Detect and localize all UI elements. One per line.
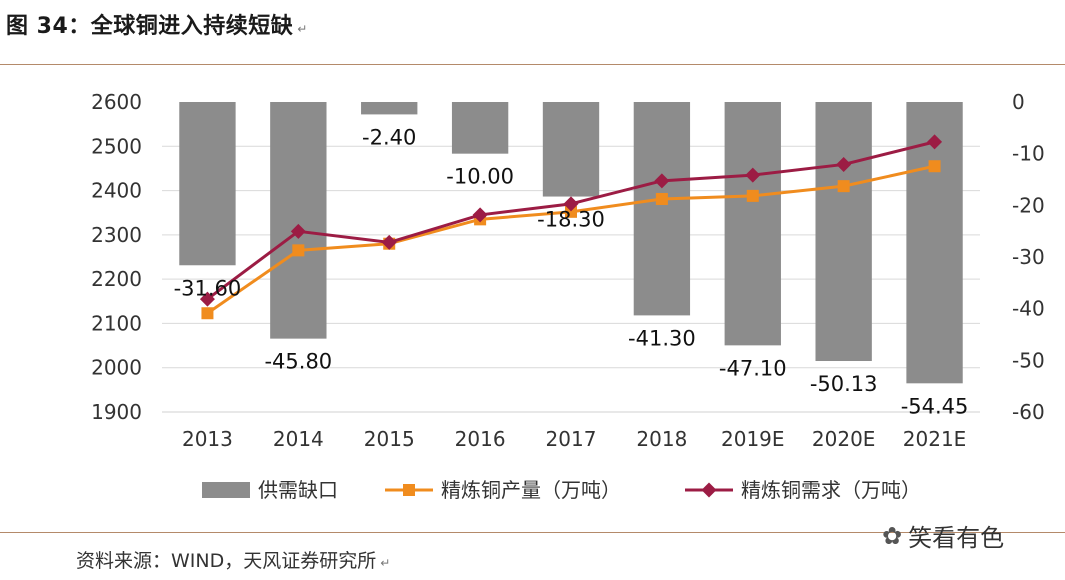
left-axis-tick-label: 2200 bbox=[91, 267, 142, 291]
left-axis-tick-label: 1900 bbox=[91, 400, 142, 424]
production-point bbox=[837, 180, 850, 193]
left-axis-tick-label: 2500 bbox=[91, 134, 142, 158]
bar-supply-gap bbox=[179, 102, 236, 266]
bar-supply-gap bbox=[451, 102, 509, 154]
demand-point bbox=[290, 223, 306, 239]
watermark: ✿ 笑看有色 bbox=[882, 518, 1004, 553]
category-label: 2014 bbox=[273, 427, 324, 451]
left-axis-tick-label: 2100 bbox=[91, 311, 142, 335]
bar-data-label: -10.00 bbox=[446, 165, 514, 189]
bar-data-label: -54.45 bbox=[901, 394, 969, 418]
production-point bbox=[655, 192, 668, 205]
bar-supply-gap bbox=[270, 102, 327, 339]
wechat-icon: ✿ bbox=[882, 521, 903, 550]
demand-point bbox=[654, 173, 670, 189]
bar-supply-gap bbox=[361, 102, 418, 115]
right-axis-tick-label: -40 bbox=[1012, 297, 1045, 321]
demand-point bbox=[472, 207, 488, 223]
production-point bbox=[201, 307, 214, 320]
bottom-divider bbox=[0, 532, 1065, 533]
bar-data-label: -41.30 bbox=[628, 326, 696, 350]
category-label: 2017 bbox=[546, 427, 597, 451]
right-axis-tick-label: 0 bbox=[1012, 90, 1025, 114]
source-return-mark-icon: ↵ bbox=[380, 556, 391, 570]
return-mark-icon: ↵ bbox=[297, 22, 308, 36]
bar-data-label: -31.60 bbox=[174, 276, 242, 300]
source-note: 资料来源：WIND，天风证券研究所 ↵ bbox=[76, 546, 390, 573]
bar-data-label: -50.13 bbox=[810, 372, 878, 396]
right-axis-tick-label: -30 bbox=[1012, 245, 1045, 269]
category-label: 2015 bbox=[364, 427, 415, 451]
demand-point bbox=[836, 156, 852, 172]
right-axis-tick-label: -10 bbox=[1012, 142, 1045, 166]
bar-supply-gap bbox=[542, 102, 600, 197]
demand-point bbox=[927, 134, 943, 150]
right-axis-tick-label: -60 bbox=[1012, 400, 1045, 424]
bar-data-label: -18.30 bbox=[537, 208, 605, 232]
bar-supply-gap bbox=[633, 102, 691, 316]
demand-point bbox=[563, 196, 579, 212]
category-label: 2018 bbox=[636, 427, 687, 451]
bar-data-label: -47.10 bbox=[719, 356, 787, 380]
left-axis-tick-label: 2600 bbox=[91, 90, 142, 114]
legend-marker-production bbox=[403, 484, 415, 496]
production-point bbox=[928, 160, 941, 173]
figure-title-text: 图 34：全球铜进入持续短缺 bbox=[6, 14, 294, 39]
production-point bbox=[292, 244, 305, 257]
category-label: 2019E bbox=[721, 427, 785, 451]
legend-label-demand: 精炼铜需求（万吨） bbox=[741, 478, 921, 502]
watermark-text: 笑看有色 bbox=[908, 524, 1005, 552]
category-label: 2013 bbox=[182, 427, 233, 451]
production-point bbox=[565, 205, 577, 218]
demand-point bbox=[199, 291, 215, 307]
source-text: 资料来源：WIND，天风证券研究所 bbox=[76, 550, 377, 572]
bar-data-label: -2.40 bbox=[362, 125, 416, 149]
demand-point bbox=[745, 167, 761, 183]
demand-point bbox=[381, 234, 397, 250]
bar-supply-gap bbox=[724, 102, 781, 346]
legend-label-supply-gap: 供需缺口 bbox=[258, 478, 338, 502]
left-axis-tick-label: 2000 bbox=[91, 356, 142, 380]
category-label: 2020E bbox=[812, 427, 876, 451]
category-label: 2021E bbox=[903, 427, 967, 451]
chart: 2600 2500 2400 2300 2200 2100 2000 1900 0 -10 -20 -… bbox=[91, 90, 1045, 502]
production-point bbox=[746, 189, 759, 202]
left-axis-tick-label: 2400 bbox=[91, 179, 142, 203]
category-label: 2016 bbox=[455, 427, 506, 451]
legend-swatch-supply-gap bbox=[202, 482, 250, 498]
top-divider bbox=[0, 64, 1065, 65]
right-axis-tick-label: -20 bbox=[1012, 193, 1045, 217]
right-axis-tick-label: -50 bbox=[1012, 348, 1045, 372]
left-axis-tick-label: 2300 bbox=[91, 223, 142, 247]
legend-label-production: 精炼铜产量（万吨） bbox=[441, 478, 621, 502]
legend-marker-demand bbox=[701, 482, 717, 498]
bar-supply-gap bbox=[815, 102, 872, 362]
bar-data-label: -45.80 bbox=[264, 350, 332, 374]
figure-title: 图 34：全球铜进入持续短缺 ↵ bbox=[6, 8, 308, 40]
